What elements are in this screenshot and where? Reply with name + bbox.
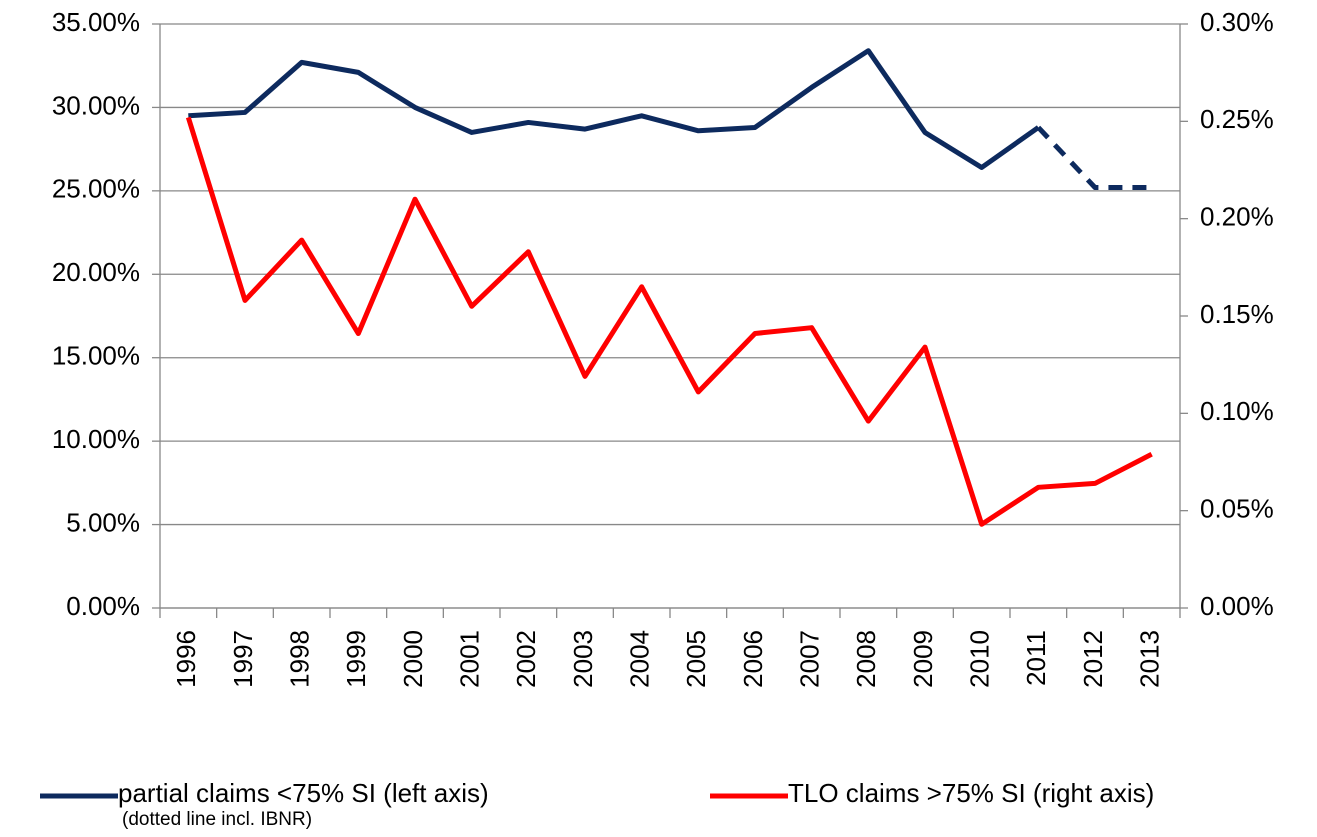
y-tick-label: 0.00%: [66, 591, 140, 621]
x-tick-label: 1998: [285, 630, 315, 688]
x-tick-label: 2012: [1078, 630, 1108, 688]
x-tick-label: 1997: [228, 630, 258, 688]
legend-note: (dotted line incl. IBNR): [122, 809, 312, 830]
y-tick-label: 5.00%: [66, 507, 140, 537]
x-tick-label: 2000: [398, 630, 428, 688]
x-tick-label: 2009: [908, 630, 938, 688]
x-tick-label: 2013: [1135, 630, 1165, 688]
y-tick-label: 20.00%: [52, 257, 140, 287]
series-line: [188, 48, 1040, 170]
x-tick-label: 2003: [568, 630, 598, 688]
x-tick-label: 2002: [511, 630, 541, 688]
x-tick-label: 2008: [851, 630, 881, 688]
y2-tick-label: 0.20%: [1200, 202, 1274, 232]
legend-label: partial claims <75% SI (left axis): [118, 778, 489, 808]
y-tick-label: 15.00%: [52, 341, 140, 371]
y2-tick-label: 0.00%: [1200, 591, 1274, 621]
y-tick-label: 35.00%: [52, 7, 140, 37]
legend-label: TLO claims >75% SI (right axis): [788, 778, 1154, 808]
x-tick-label: 2010: [965, 630, 995, 688]
y-tick-label: 25.00%: [52, 174, 140, 204]
x-tick-label: 2011: [1021, 630, 1051, 686]
x-tick-label: 2007: [795, 630, 825, 688]
x-tick-label: 2001: [455, 630, 485, 688]
y-tick-label: 10.00%: [52, 424, 140, 454]
y2-tick-label: 0.15%: [1200, 299, 1274, 329]
y2-tick-label: 0.05%: [1200, 494, 1274, 524]
x-tick-label: 2005: [681, 630, 711, 688]
y2-tick-label: 0.30%: [1200, 7, 1274, 37]
y2-tick-label: 0.10%: [1200, 396, 1274, 426]
x-tick-label: 1999: [341, 630, 371, 688]
x-tick-label: 2004: [625, 630, 655, 688]
y2-tick-label: 0.25%: [1200, 104, 1274, 134]
x-tick-label: 2006: [738, 630, 768, 688]
x-tick-label: 1996: [171, 630, 201, 688]
ibnr-line: [1036, 125, 1152, 191]
series-line: [185, 116, 1153, 527]
y-tick-label: 30.00%: [52, 90, 140, 120]
